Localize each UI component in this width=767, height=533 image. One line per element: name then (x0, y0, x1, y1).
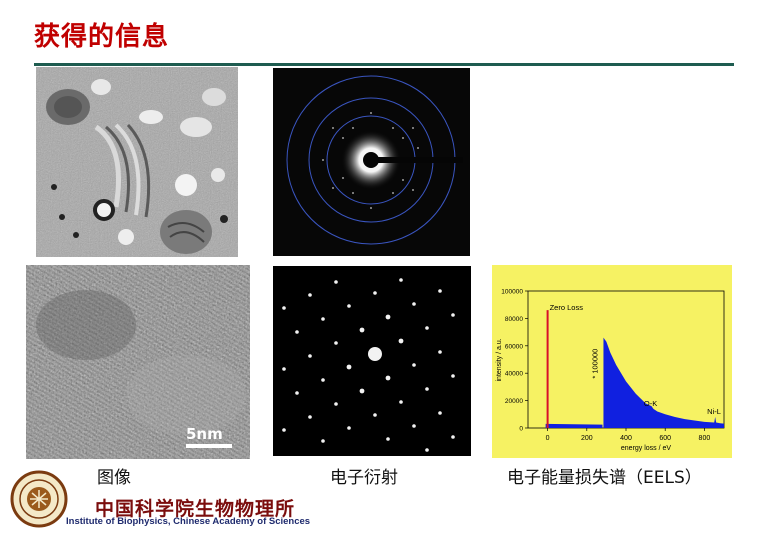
diffraction-spot (385, 375, 391, 381)
multiplier-label: * 100000 (590, 349, 599, 379)
diffraction-spot (308, 354, 312, 358)
central-beam (368, 347, 382, 361)
eels-chart: 0 20000 40000 60000 80000 100000 0 200 400 600 800… (492, 265, 732, 458)
y-tick-label: 0 (519, 426, 523, 433)
y-tick-label: 60000 (505, 343, 523, 350)
x-tick-label: 0 (546, 435, 550, 442)
diffraction-spot (282, 367, 286, 371)
diffraction-spot (373, 291, 377, 295)
page-title: 获得的信息 (34, 22, 170, 52)
eels-spectrum (603, 337, 724, 428)
eels-y-axis-label: intensity / a.u. (496, 338, 503, 381)
diffraction-spot (359, 327, 365, 333)
y-tick-label: 40000 (505, 371, 523, 378)
diffraction-spot (451, 435, 455, 439)
institute-seal-icon (10, 470, 68, 528)
diffraction-spot (398, 338, 404, 344)
diffraction-spot (308, 293, 312, 297)
diffraction-spot (438, 411, 442, 415)
diffraction-spot (425, 448, 429, 452)
diffraction-spot (308, 415, 312, 419)
diffraction-spot (385, 314, 391, 320)
x-tick-label: 400 (620, 435, 632, 442)
institute-name-en: Institute of Biophysics, Chinese Academy… (66, 516, 311, 527)
diffraction-spot (399, 400, 403, 404)
y-tick-label: 80000 (505, 316, 523, 323)
spot-diffraction-image (273, 266, 471, 456)
diffraction-spot (295, 391, 299, 395)
eels-plot: 0 20000 40000 60000 80000 100000 0 200 400 600 800… (496, 289, 725, 452)
x-tick-label: 800 (699, 435, 711, 442)
diffraction-spot (347, 426, 351, 430)
diffraction-spot (334, 402, 338, 406)
diffraction-spot (321, 378, 325, 382)
annotation-ni-l: Ni-L (707, 407, 721, 416)
diffraction-spot (451, 313, 455, 317)
diffraction-spot (386, 437, 390, 441)
diffraction-spot (359, 388, 365, 394)
diffraction-spot (438, 289, 442, 293)
diffraction-spot (451, 374, 455, 378)
institute-name-zh: 中国科学院生物物理所 (95, 498, 296, 520)
diffraction-spot (334, 341, 338, 345)
cell-tem-image (36, 67, 238, 257)
diffraction-spot (425, 387, 429, 391)
diffraction-spot (412, 363, 416, 367)
diffraction-spot (347, 304, 351, 308)
diffraction-spot (334, 280, 338, 284)
title-divider (34, 63, 734, 66)
y-tick-label: 20000 (505, 398, 523, 405)
hrtem-image: 5nm (26, 265, 250, 459)
diffraction-spot (282, 428, 286, 432)
diffraction-spot (438, 350, 442, 354)
diffraction-spot (425, 326, 429, 330)
caption-eels: 电子能量损失谱（EELS） (507, 468, 702, 488)
caption-imaging: 图像 (97, 468, 131, 488)
diffraction-spot (346, 364, 352, 370)
diffraction-spot (321, 439, 325, 443)
diffraction-spot (399, 278, 403, 282)
diffraction-spot (282, 306, 286, 310)
x-tick-label: 600 (659, 435, 671, 442)
diffraction-spot (412, 424, 416, 428)
scale-bar-label: 5nm (186, 425, 223, 443)
scale-bar (186, 444, 232, 448)
x-tick-label: 200 (581, 435, 593, 442)
diffraction-spot (373, 413, 377, 417)
eels-x-axis-label: energy loss / eV (621, 445, 672, 452)
annotation-zero-loss: Zero Loss (550, 303, 584, 312)
diffraction-spot (321, 317, 325, 321)
ring-diffraction-image (273, 68, 470, 256)
annotation-o-k: O-K (644, 399, 657, 408)
y-tick-label: 100000 (501, 289, 523, 296)
eels-background (545, 423, 603, 428)
diffraction-spot (295, 330, 299, 334)
caption-diffraction: 电子衍射 (330, 468, 398, 488)
diffraction-spot (412, 302, 416, 306)
